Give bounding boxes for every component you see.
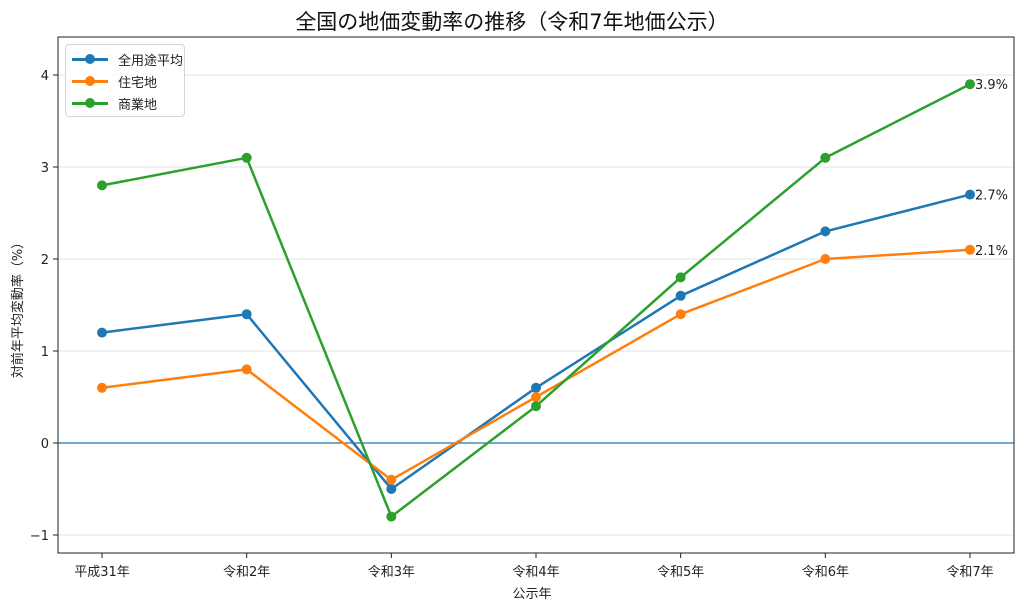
x-tick-label: 令和4年 <box>512 565 559 580</box>
chart-title: 全国の地価変動率の推移（令和7年地価公示） <box>295 10 729 34</box>
data-point <box>531 401 541 412</box>
data-point <box>386 484 397 494</box>
legend-marker-icon <box>72 54 108 64</box>
y-tick-label: 1 <box>41 345 49 360</box>
legend-item: 住宅地 <box>72 70 184 92</box>
x-tick-label: 令和5年 <box>657 565 704 580</box>
plot-frame <box>57 36 1015 554</box>
x-tick-label: 令和6年 <box>802 565 849 580</box>
data-point <box>531 382 541 393</box>
data-point <box>820 226 831 237</box>
legend-label: 商業地 <box>118 97 158 113</box>
data-point <box>675 290 686 301</box>
value-annotation: 2.7% <box>975 189 1008 204</box>
x-axis-label: 公示年 <box>512 587 551 602</box>
series-line <box>97 79 975 522</box>
x-tick-label: 令和7年 <box>946 565 993 580</box>
data-point <box>820 152 831 163</box>
data-point <box>97 180 107 191</box>
data-point <box>97 382 107 393</box>
data-point <box>531 392 541 402</box>
data-point <box>386 474 397 485</box>
data-point <box>965 189 975 200</box>
legend-label: 全用途平均 <box>118 53 184 69</box>
data-point <box>241 309 252 320</box>
y-tick-label: 3 <box>41 161 49 176</box>
data-point <box>675 272 686 283</box>
series-line <box>97 244 975 485</box>
y-tick-label: −1 <box>30 529 49 544</box>
y-tick-label: 0 <box>41 437 49 452</box>
data-point <box>820 254 831 264</box>
value-annotation: 2.1% <box>975 244 1008 259</box>
legend-marker-icon <box>72 76 108 86</box>
data-point <box>241 152 252 163</box>
series-line <box>97 189 975 494</box>
data-point <box>386 511 397 522</box>
data-point <box>965 244 975 255</box>
x-tick-label: 平成31年 <box>74 565 130 580</box>
x-tick-label: 令和3年 <box>368 565 415 580</box>
y-tick-label: 4 <box>41 69 49 84</box>
legend-item: 商業地 <box>72 92 184 114</box>
legend: 全用途平均住宅地商業地 <box>65 44 185 117</box>
legend-marker-icon <box>72 98 108 108</box>
data-point <box>675 309 686 320</box>
legend-item: 全用途平均 <box>72 48 184 70</box>
y-tick-label: 2 <box>41 253 49 268</box>
data-point <box>97 327 107 338</box>
y-axis-label: 対前年平均変動率（%） <box>10 236 26 378</box>
legend-label: 住宅地 <box>118 75 158 91</box>
value-annotation: 3.9% <box>975 78 1008 93</box>
data-point <box>965 79 975 90</box>
x-tick-label: 令和2年 <box>223 565 270 580</box>
data-point <box>241 364 252 375</box>
